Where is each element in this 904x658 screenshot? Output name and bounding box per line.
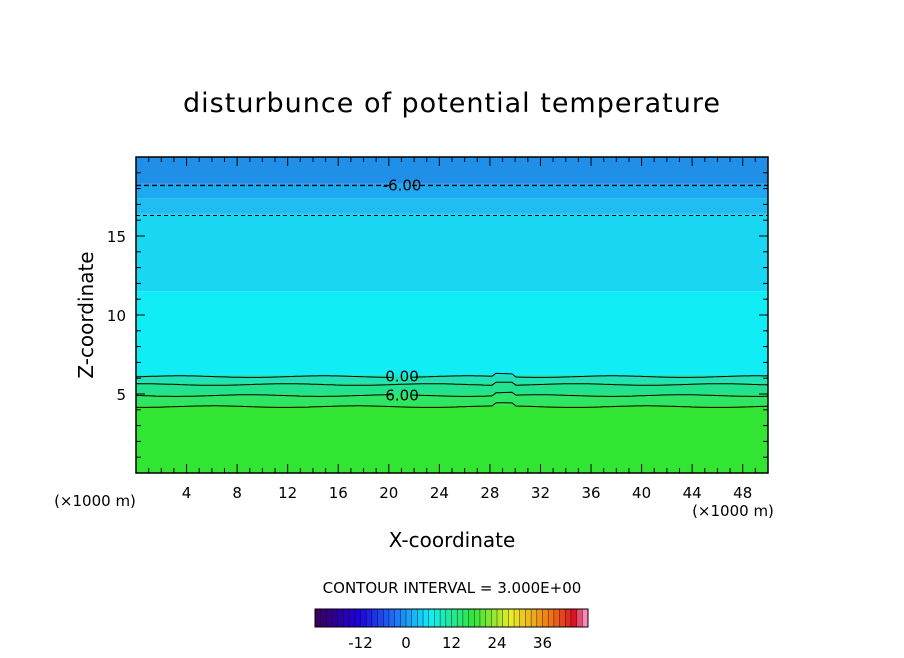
colorbar-segment xyxy=(337,609,344,627)
colorbar-segment xyxy=(508,609,515,627)
y-axis-label: Z-coordinate xyxy=(74,251,98,378)
y-tick-label: 10 xyxy=(107,307,126,325)
x-tick-label: 4 xyxy=(182,484,192,502)
colorbar-frame xyxy=(314,608,589,628)
contour-label: 6.00 xyxy=(385,387,418,405)
colorbar-segment xyxy=(536,609,543,627)
colorbar-segment xyxy=(411,609,418,627)
colorbar-segment xyxy=(326,609,333,627)
colorbar-segment xyxy=(423,609,430,627)
contour-band xyxy=(136,382,768,394)
colorbar-tick-label: 24 xyxy=(487,634,506,652)
colorbar-tick-label: 36 xyxy=(533,634,552,652)
x-tick-label: 8 xyxy=(232,484,242,502)
colorbar-segment xyxy=(400,609,407,627)
colorbar-segment xyxy=(440,609,447,627)
colorbar-segment xyxy=(570,609,577,627)
colorbar-segment xyxy=(479,609,486,627)
x-tick-label: 36 xyxy=(581,484,600,502)
colorbar-tick-label: 0 xyxy=(401,634,411,652)
x-axis-label: X-coordinate xyxy=(389,528,516,552)
colorbar-segment xyxy=(434,609,441,627)
x-tick-label: 44 xyxy=(683,484,702,502)
x-tick-label: 20 xyxy=(379,484,398,502)
colorbar-segment xyxy=(491,609,498,627)
colorbar-segment xyxy=(394,609,401,627)
colorbar-segment xyxy=(417,609,424,627)
contour-band xyxy=(136,213,768,292)
colorbar-tick-label: 12 xyxy=(442,634,461,652)
colorbar-segment xyxy=(531,609,538,627)
contour-line xyxy=(136,381,769,386)
colorbar-segment xyxy=(388,609,395,627)
x-tick-label: 48 xyxy=(733,484,752,502)
colorbar-segment xyxy=(354,609,361,627)
colorbar-segment xyxy=(320,609,327,627)
colorbar-segment xyxy=(366,609,373,627)
contour-line xyxy=(135,372,768,378)
contour-band xyxy=(136,291,768,376)
x-axis-unit-right: (×1000 m) xyxy=(692,502,774,520)
colorbar-segment xyxy=(360,609,367,627)
colorbar-segment xyxy=(548,609,555,627)
colorbar-segment xyxy=(542,609,549,627)
colorbar-segment xyxy=(582,609,589,627)
colorbar-segment xyxy=(377,609,384,627)
x-tick-label: 32 xyxy=(531,484,550,502)
y-tick-label: 15 xyxy=(107,228,126,246)
contour-band xyxy=(136,394,768,406)
colorbar: -12 0 12 24 36 xyxy=(314,608,589,652)
x-tick-label: 16 xyxy=(329,484,348,502)
colorbar-segment xyxy=(565,609,572,627)
contour-interval-label: CONTOUR INTERVAL = 3.000E+00 xyxy=(323,579,582,597)
x-tick-label: 12 xyxy=(278,484,297,502)
contour-band xyxy=(136,198,768,214)
x-axis-unit: (×1000 m) xyxy=(54,492,136,510)
colorbar-segment xyxy=(525,609,532,627)
contour-line xyxy=(135,391,768,397)
colorbar-segment xyxy=(502,609,509,627)
colorbar-segment xyxy=(349,609,356,627)
colorbar-segment xyxy=(457,609,464,627)
colorbar-segment xyxy=(445,609,452,627)
contour-band xyxy=(136,405,768,473)
contour-band xyxy=(136,183,768,199)
colorbar-segment xyxy=(371,609,378,627)
contour-label: -6.00 xyxy=(383,176,422,194)
colorbar-segment xyxy=(315,609,321,627)
x-tick-label: 40 xyxy=(632,484,651,502)
contour-line xyxy=(136,402,769,408)
colorbar-segment xyxy=(576,609,583,627)
colorbar-segment xyxy=(485,609,492,627)
colorbar-segment xyxy=(462,609,469,627)
colorbar-segment xyxy=(406,609,412,627)
colorbar-segment xyxy=(468,609,475,627)
colorbar-segment xyxy=(497,609,503,627)
chart-title: disturbunce of potential temperature xyxy=(183,88,721,119)
colorbar-segment xyxy=(559,609,566,627)
colorbar-segment xyxy=(332,609,339,627)
colorbar-segment xyxy=(428,609,435,627)
colorbar-tick-label: -12 xyxy=(348,634,373,652)
y-tick-label: 5 xyxy=(116,386,126,404)
contour-label: 0.00 xyxy=(385,368,418,386)
colorbar-segment xyxy=(383,609,390,627)
colorbar-segment xyxy=(514,609,521,627)
colorbar-segment xyxy=(553,609,560,627)
colorbar-segment xyxy=(343,609,350,627)
colorbar-segment xyxy=(451,609,458,627)
contour-band xyxy=(136,375,768,383)
x-tick-label: 28 xyxy=(480,484,499,502)
colorbar-segment xyxy=(474,609,481,627)
x-tick-label: 24 xyxy=(430,484,449,502)
colorbar-segment xyxy=(519,609,526,627)
